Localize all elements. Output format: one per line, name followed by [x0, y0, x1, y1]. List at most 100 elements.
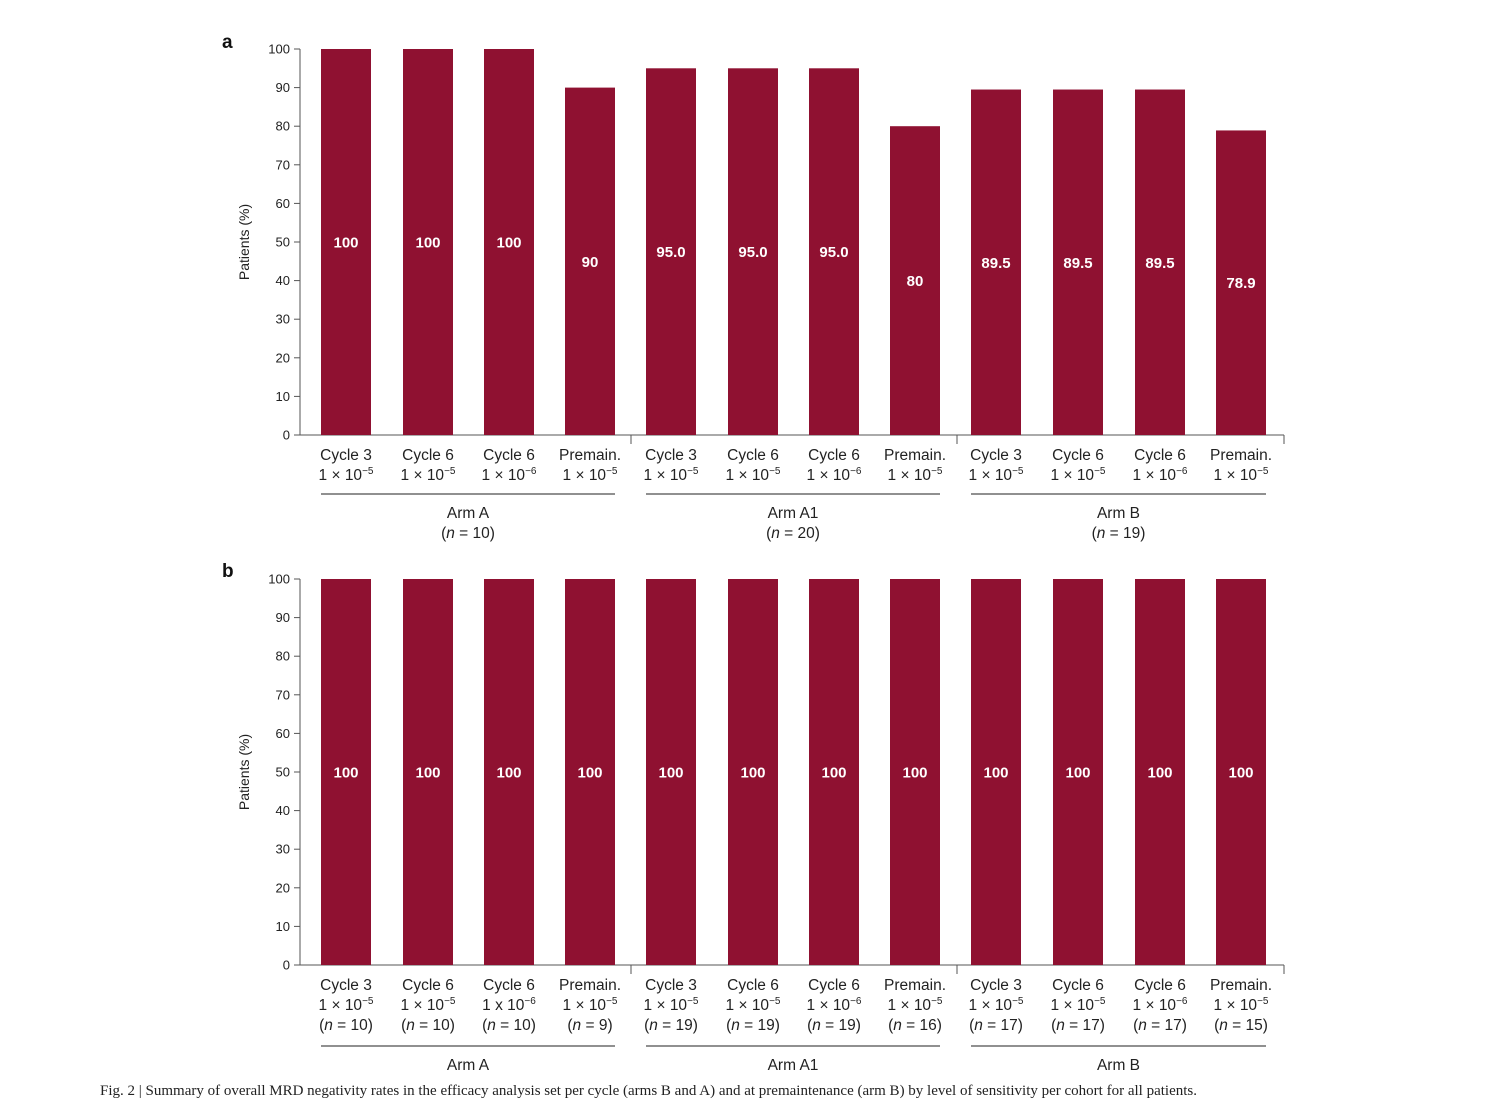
- sensitivity-exponent: −5: [444, 996, 456, 1007]
- category-label-line1: Cycle 6: [483, 977, 535, 994]
- category-label-sensitivity: 1 × 10−5: [1214, 996, 1269, 1014]
- y-tick-label: 30: [276, 312, 290, 327]
- sensitivity-exponent: −5: [769, 466, 781, 477]
- bar-value-label: 78.9: [1226, 275, 1255, 292]
- sensitivity-exponent: −6: [850, 466, 862, 477]
- bar-value-label: 100: [333, 765, 358, 782]
- category-label-sensitivity: 1 × 10−5: [644, 466, 699, 484]
- bar: [646, 68, 696, 436]
- bar-value-label: 100: [658, 765, 683, 782]
- panel-b-chart: b 0 10 20 30 40 50 60 70 80 90 100 Patients (%) 100 10…: [222, 561, 1285, 1074]
- sensitivity-base: 1 × 10: [644, 467, 688, 484]
- category-n-label: (n = 16): [888, 1017, 942, 1034]
- category-label-line1: Cycle 6: [1052, 447, 1104, 464]
- n-open: (: [1214, 1017, 1220, 1034]
- n-value: = 19): [658, 1017, 698, 1034]
- sensitivity-exponent: −6: [1176, 996, 1188, 1007]
- group-n-label: (n = 10): [441, 525, 495, 542]
- n-italic: n: [1138, 1017, 1147, 1034]
- category-label-line1: Cycle 3: [645, 977, 697, 994]
- category-label-sensitivity: 1 × 10−5: [969, 466, 1024, 484]
- bar: [890, 126, 940, 435]
- sensitivity-base: 1 × 10: [807, 467, 851, 484]
- category-label-sensitivity: 1 × 10−5: [969, 996, 1024, 1014]
- sensitivity-exponent: −5: [1094, 996, 1106, 1007]
- category-label-sensitivity: 1 × 10−5: [888, 466, 943, 484]
- category-label-line1: Cycle 3: [645, 447, 697, 464]
- sensitivity-exponent: −5: [606, 996, 618, 1007]
- sensitivity-exponent: −5: [687, 996, 699, 1007]
- bar-value-label: 100: [577, 765, 602, 782]
- y-tick-label: 50: [276, 235, 290, 250]
- n-open: (: [888, 1017, 894, 1034]
- bar: [321, 579, 371, 965]
- category-label-line1: Premain.: [1210, 447, 1272, 464]
- n-italic: n: [812, 1017, 821, 1034]
- group-name-label: Arm A: [447, 1057, 490, 1074]
- group-n-label: (n = 19): [1092, 525, 1146, 542]
- category-n-label: (n = 19): [726, 1017, 780, 1034]
- n-open: (: [319, 1017, 325, 1034]
- n-italic: n: [406, 1017, 415, 1034]
- sensitivity-exponent: −5: [1257, 466, 1269, 477]
- bar: [728, 579, 778, 965]
- category-n-label: (n = 17): [1133, 1017, 1187, 1034]
- group-name-label: Arm B: [1097, 505, 1140, 522]
- sensitivity-exponent: −5: [687, 466, 699, 477]
- sensitivity-base: 1 × 10: [401, 467, 445, 484]
- category-label-sensitivity: 1 × 10−5: [1051, 466, 1106, 484]
- bar-value-label: 100: [496, 235, 521, 252]
- y-tick-label: 90: [276, 610, 290, 625]
- category-label-line1: Cycle 6: [402, 977, 454, 994]
- y-tick-label: 20: [276, 350, 290, 365]
- bar: [890, 579, 940, 965]
- bar: [809, 579, 859, 965]
- sensitivity-base: 1 × 10: [888, 467, 932, 484]
- bar-value-label: 100: [902, 765, 927, 782]
- bar: [1053, 579, 1103, 965]
- sensitivity-base: 1 × 10: [1051, 997, 1095, 1014]
- bar-value-label: 100: [740, 765, 765, 782]
- category-label-sensitivity: 1 × 10−6: [482, 466, 537, 484]
- bar-value-label: 89.5: [1145, 255, 1174, 272]
- sensitivity-exponent: −6: [850, 996, 862, 1007]
- category-label-sensitivity: 1 × 10−6: [1133, 996, 1188, 1014]
- sensitivity-base: 1 × 10: [1133, 467, 1177, 484]
- category-label-sensitivity: 1 × 10−5: [888, 996, 943, 1014]
- y-tick-label: 70: [276, 687, 290, 702]
- sensitivity-exponent: −5: [931, 996, 943, 1007]
- sensitivity-base: 1 × 10: [319, 997, 363, 1014]
- bar: [728, 68, 778, 436]
- category-label-line1: Cycle 3: [320, 977, 372, 994]
- category-label-sensitivity: 1 × 10−6: [807, 466, 862, 484]
- category-label-line1: Cycle 6: [402, 447, 454, 464]
- bar-value-label: 89.5: [981, 255, 1010, 272]
- bar: [484, 579, 534, 965]
- n-italic: n: [1219, 1017, 1228, 1034]
- y-tick-label: 80: [276, 119, 290, 134]
- sensitivity-exponent: −6: [1176, 466, 1188, 477]
- group-n-open: (: [766, 525, 772, 542]
- group-n-italic: n: [771, 525, 780, 542]
- category-label-sensitivity: 1 × 10−5: [563, 466, 618, 484]
- group-n-value: = 20): [780, 525, 820, 542]
- n-value: = 10): [333, 1017, 373, 1034]
- n-value: = 10): [415, 1017, 455, 1034]
- n-value: = 17): [1065, 1017, 1105, 1034]
- y-tick-label: 0: [283, 428, 290, 443]
- bar-value-label: 100: [1228, 765, 1253, 782]
- n-open: (: [969, 1017, 975, 1034]
- category-label-line1: Cycle 6: [727, 977, 779, 994]
- category-n-label: (n = 10): [319, 1017, 373, 1034]
- y-tick-label: 100: [268, 572, 290, 587]
- n-italic: n: [324, 1017, 333, 1034]
- category-label-sensitivity: 1 × 10−6: [1133, 466, 1188, 484]
- sensitivity-base: 1 × 10: [644, 997, 688, 1014]
- bar: [565, 87, 615, 435]
- sensitivity-exponent: −5: [769, 996, 781, 1007]
- y-tick-label: 30: [276, 842, 290, 857]
- n-italic: n: [731, 1017, 740, 1034]
- bar-value-label: 100: [1147, 765, 1172, 782]
- group-n-italic: n: [446, 525, 455, 542]
